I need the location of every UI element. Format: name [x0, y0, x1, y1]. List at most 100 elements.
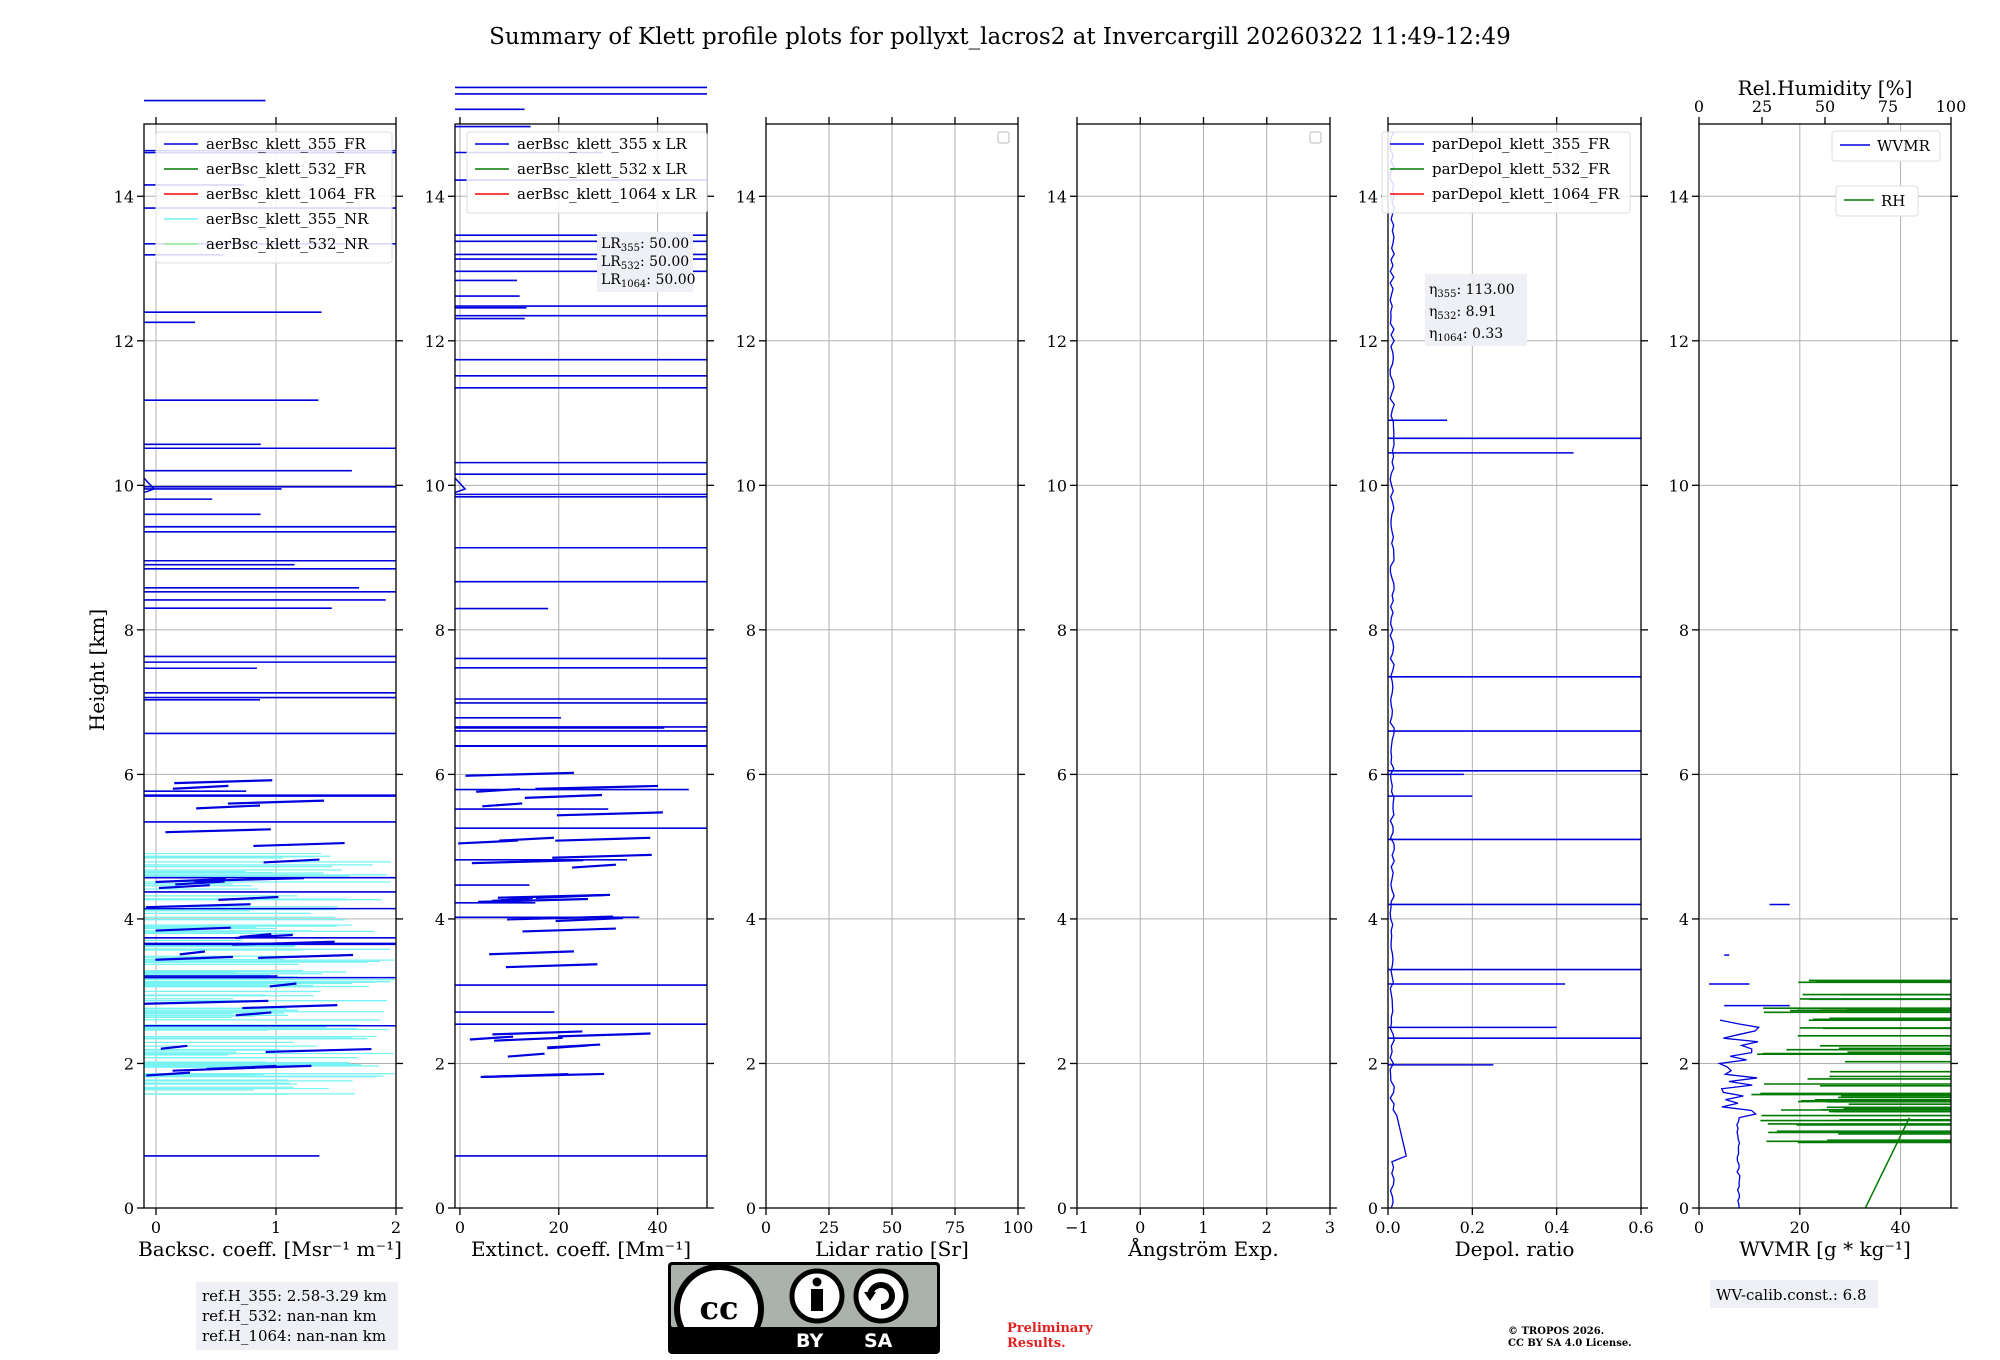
fr-355-spike [557, 1032, 651, 1038]
fr-355-spike [215, 1064, 312, 1070]
y-tick-label: 2 [1057, 1054, 1067, 1073]
fr-355-spike [175, 880, 225, 886]
x-tick-label: 1 [1198, 1218, 1208, 1237]
data-series [1388, 132, 1641, 1209]
axes-frame [1387, 123, 1642, 1209]
x-tick-label: 75 [945, 1218, 965, 1237]
fr-355-spike [263, 858, 320, 864]
cc-icon: cc [674, 1265, 909, 1327]
x-axis-label: Backsc. coeff. [Msr⁻¹ m⁻¹] [138, 1237, 402, 1261]
legend-entry: aerBsc_klett_355_NR [206, 210, 369, 228]
annotation-box [597, 232, 693, 292]
x-tick-label: 0.2 [1460, 1218, 1485, 1237]
x-tick-label: 0 [1694, 1218, 1704, 1237]
fr-355-spike [179, 950, 206, 956]
fr-355-spike [165, 828, 271, 834]
legend-entry: aerBsc_klett_532_FR [206, 160, 366, 178]
preliminary-note: Preliminary Results. [1007, 1321, 1093, 1351]
legend-entry: aerBsc_klett_355 x LR [517, 135, 688, 153]
legend-entry: aerBsc_klett_355_FR [206, 135, 366, 153]
fr-355-spike [155, 955, 234, 961]
x-tick-label: 0.6 [1628, 1218, 1653, 1237]
svg-text:cc: cc [700, 1289, 739, 1327]
x-tick-label: 20 [549, 1218, 569, 1237]
y-tick-label: 10 [1358, 476, 1378, 495]
fr-355-spike [196, 804, 261, 810]
fr-355-spike [552, 853, 652, 859]
y-tick-label: 2 [124, 1054, 134, 1073]
fr-355-spike [522, 927, 616, 933]
panel-5: 0.0 0.2 0.4 0.6 0 2 4 6 8 10 12 14 Depol. ratio parDe… [1358, 117, 1654, 1261]
y-tick-label: 12 [1047, 332, 1067, 351]
x-tick-label: 0.0 [1375, 1218, 1400, 1237]
fr-355-spike [458, 839, 519, 845]
x-tick-label: 0 [761, 1218, 771, 1237]
x-tick-label: 25 [819, 1218, 839, 1237]
y-tick-label: 14 [1669, 187, 1689, 206]
tropos-line1: © TROPOS 2026. [1508, 1326, 1605, 1337]
legend-box [1381, 131, 1631, 214]
y-tick-label: 4 [1057, 910, 1067, 929]
x-tick-label: 1 [271, 1218, 281, 1237]
cc-by-label: BY [796, 1330, 824, 1352]
top-x-tick-label: 100 [1936, 97, 1967, 116]
legend-rh: RH [1881, 192, 1905, 210]
panel-2: 0 20 40 0 2 4 6 8 10 12 14 Extinct. coeff. [Mm⁻¹] ae… [425, 86, 714, 1261]
x-axis-label: Extinct. coeff. [Mm⁻¹] [471, 1237, 691, 1261]
x-tick-label: 2 [391, 1218, 401, 1237]
y-tick-label: 14 [114, 187, 134, 206]
annotation-box [1425, 274, 1527, 346]
y-tick-label: 0 [1057, 1199, 1067, 1218]
fr-355-spike [232, 940, 335, 946]
fr-355-spike [476, 787, 521, 793]
x-axis-label: Ångström Exp. [1127, 1236, 1278, 1261]
y-tick-label: 4 [435, 910, 445, 929]
y-tick-label: 6 [435, 765, 445, 784]
fr-355-profile [454, 477, 467, 494]
fr-355-spike [494, 1036, 563, 1042]
x-axis-label: Lidar ratio [Sr] [815, 1237, 969, 1261]
fr-355-spike [465, 771, 574, 777]
x-tick-label: −1 [1065, 1218, 1089, 1237]
legend-box-wvmr [1831, 130, 1941, 162]
legend-box-rh [1835, 185, 1919, 217]
fr-355-spike [174, 779, 273, 785]
top-x-tick-label: 25 [1752, 97, 1772, 116]
y-tick-label: 8 [1057, 621, 1067, 640]
fr-355-spike [555, 836, 651, 842]
x-tick-label: 0 [1135, 1218, 1145, 1237]
y-tick-label: 0 [1368, 1199, 1378, 1218]
x-tick-label: 0 [455, 1218, 465, 1237]
fr-355-spike [535, 784, 659, 790]
refh-annotation: ref.H_532: nan-nan km [202, 1307, 377, 1325]
empty-legend-box [997, 131, 1010, 144]
y-tick-label: 8 [746, 621, 756, 640]
empty-legend-box [1309, 131, 1322, 144]
y-tick-label: 6 [1679, 765, 1689, 784]
fr-355-spike [146, 1071, 190, 1077]
cc-badge-top: cc [671, 1265, 937, 1327]
annotation-box [1710, 1280, 1878, 1308]
y-tick-label: 12 [736, 332, 756, 351]
fr-355-spike [572, 863, 616, 869]
fr-355-spike [555, 916, 624, 923]
fr-355-spike [482, 802, 523, 808]
fr-355-spike [235, 1011, 272, 1017]
fr-355-spike [489, 950, 574, 956]
fr-355-spike [265, 1047, 372, 1054]
wvmr-profile [1717, 1019, 1761, 1209]
legend-entry: parDepol_klett_355_FR [1432, 135, 1610, 153]
y-tick-label: 0 [746, 1199, 756, 1218]
legend-box [155, 131, 393, 264]
fr-355-spike [227, 799, 325, 805]
top-x-axis-label: Rel.Humidity [%] [1738, 76, 1913, 100]
y-tick-label: 6 [1368, 765, 1378, 784]
fr-355-spike [505, 963, 598, 969]
fr-355-spike [242, 1004, 338, 1010]
legend-wvmr: WVMR [1877, 137, 1931, 155]
fr-355-spike [471, 859, 584, 865]
fr-355-spike [483, 1072, 605, 1078]
cc-license-badge[interactable]: cc BY SA [668, 1262, 940, 1354]
x-tick-label: 50 [882, 1218, 902, 1237]
